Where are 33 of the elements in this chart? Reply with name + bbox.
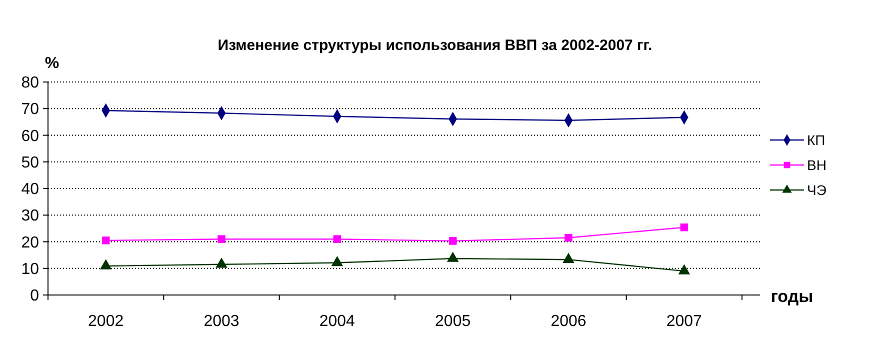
legend-label: КП xyxy=(807,132,826,148)
y-tick-label: 50 xyxy=(21,154,40,172)
legend-label: ВН xyxy=(807,156,826,173)
point xyxy=(446,252,459,262)
point xyxy=(216,258,228,268)
point xyxy=(680,224,688,232)
y-tick-label: 0 xyxy=(30,288,40,305)
point xyxy=(100,259,112,270)
chart-title: Изменение структуры использования ВВП за 2002-2007 гг. xyxy=(218,37,652,54)
x-tick-label: 2002 xyxy=(88,313,124,330)
x-tick-label: 2004 xyxy=(319,313,356,330)
y-tick-label: 40 xyxy=(21,181,40,198)
y-axis-title: % xyxy=(44,55,60,72)
y-tick-label: 60 xyxy=(21,128,40,145)
point xyxy=(102,236,110,244)
point xyxy=(218,235,226,243)
y-tick-label: 20 xyxy=(21,234,40,252)
y-tick-label: 80 xyxy=(21,74,40,92)
point xyxy=(331,256,344,266)
point xyxy=(678,264,690,274)
y-tick-label: 10 xyxy=(21,260,40,278)
point xyxy=(333,235,342,243)
x-tick-label: 2005 xyxy=(435,313,471,330)
y-tick-label: 30 xyxy=(21,208,40,225)
point xyxy=(564,234,572,242)
x-tick-label: 2003 xyxy=(204,313,240,330)
y-tick-label: 70 xyxy=(21,101,40,118)
legend-label: ЧЭ xyxy=(807,182,826,198)
x-tick-label: 2006 xyxy=(550,313,586,330)
point xyxy=(448,237,457,245)
x-axis-title: годы xyxy=(770,287,814,306)
point xyxy=(562,252,574,263)
x-tick-label: 2007 xyxy=(666,313,702,330)
